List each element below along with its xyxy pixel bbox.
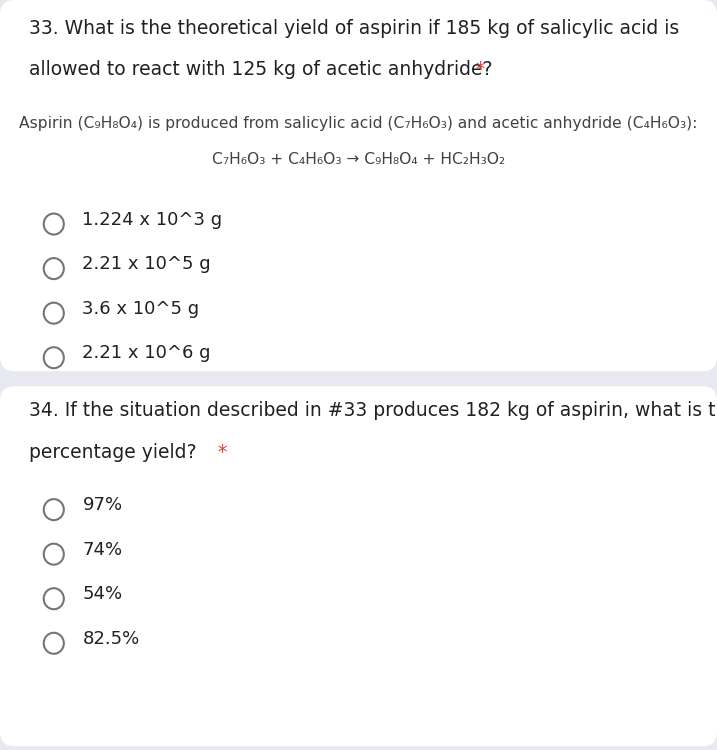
Text: percentage yield?: percentage yield?	[29, 442, 196, 461]
Text: 82.5%: 82.5%	[82, 630, 140, 648]
Text: Aspirin (C₉H₈O₄) is produced from salicylic acid (C₇H₆O₃) and acetic anhydride (: Aspirin (C₉H₈O₄) is produced from salicy…	[19, 116, 698, 130]
Text: 3.6 x 10^5 g: 3.6 x 10^5 g	[82, 300, 199, 318]
FancyBboxPatch shape	[0, 386, 717, 746]
Text: 1.224 x 10^3 g: 1.224 x 10^3 g	[82, 211, 222, 229]
Text: allowed to react with 125 kg of acetic anhydride?: allowed to react with 125 kg of acetic a…	[29, 60, 492, 79]
Text: *: *	[212, 442, 227, 461]
Text: 34. If the situation described in #33 produces 182 kg of aspirin, what is the: 34. If the situation described in #33 pr…	[29, 401, 717, 420]
FancyBboxPatch shape	[0, 0, 717, 371]
Text: 74%: 74%	[82, 541, 123, 559]
Text: *: *	[470, 60, 485, 79]
Text: 2.21 x 10^6 g: 2.21 x 10^6 g	[82, 344, 211, 362]
Text: 33. What is the theoretical yield of aspirin if 185 kg of salicylic acid is: 33. What is the theoretical yield of asp…	[29, 19, 679, 38]
Text: 97%: 97%	[82, 496, 123, 514]
Text: C₇H₆O₃ + C₄H₆O₃ → C₉H₈O₄ + HC₂H₃O₂: C₇H₆O₃ + C₄H₆O₃ → C₉H₈O₄ + HC₂H₃O₂	[212, 152, 505, 167]
Text: 54%: 54%	[82, 585, 123, 603]
Text: 2.21 x 10^5 g: 2.21 x 10^5 g	[82, 255, 211, 273]
